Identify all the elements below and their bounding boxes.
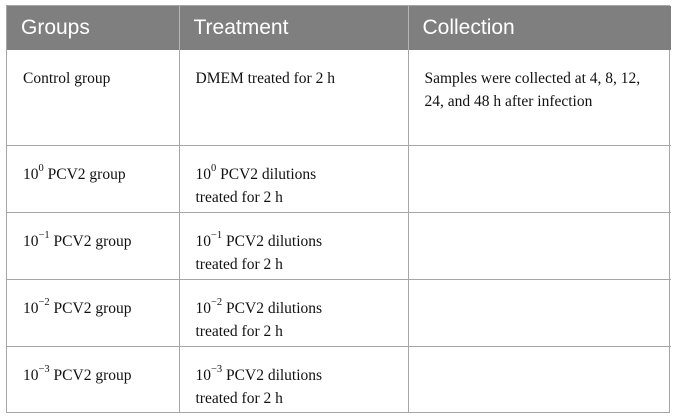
header-row: Groups Treatment Collection [7, 6, 671, 50]
treatment-rest: PCV2 dilutions [222, 232, 323, 250]
cell-group: Control group [23, 70, 111, 87]
group-rest: PCV2 group [49, 299, 132, 317]
cell-collection [407, 144, 671, 212]
table-header: Groups Treatment Collection [7, 6, 671, 50]
cell-treatment: DMEM treated for 2 h [178, 50, 408, 145]
table-row-control: Control group DMEM treated for 2 h Sampl… [7, 50, 671, 145]
treatment-line2: treated for 2 h [195, 255, 283, 273]
header-groups: Groups [7, 6, 179, 50]
cell-group: 10−3 PCV2 group [7, 345, 179, 413]
treatment-rest: PCV2 dilutions [216, 165, 317, 183]
table-row-pcv2-1e0: 100 PCV2 group 100 PCV2 dilutions treated… [7, 144, 671, 212]
table-body: Control group DMEM treated for 2 h Sampl… [7, 50, 671, 413]
table-row-pcv2-1e-2: 10−2 PCV2 group 10−2 PCV2 dilutions treat… [7, 278, 671, 346]
cell-group: 10−2 PCV2 group [7, 278, 179, 346]
header-treatment: Treatment [178, 6, 408, 50]
treatment-base: 10 [195, 232, 212, 250]
header-collection: Collection [407, 6, 671, 50]
treatment-exponent: −2 [211, 297, 223, 309]
cell-collection [407, 211, 671, 279]
treatment-line2: treated for 2 h [195, 389, 283, 407]
cell-collection: Samples were collected at 4, 8, 12, 24, … [407, 50, 671, 145]
cell-group: 100 PCV2 group [7, 144, 179, 212]
cell-treatment: 10−2 PCV2 dilutions treated for 2 h [178, 278, 408, 346]
treatment-rest: PCV2 dilutions [222, 299, 323, 317]
group-rest: PCV2 group [43, 165, 126, 183]
groups-table-grid: Groups Treatment Collection Control grou… [7, 6, 671, 413]
treatment-exponent: −1 [211, 230, 223, 242]
treatment-base: 10 [195, 165, 212, 183]
group-base: 10 [23, 232, 39, 250]
cell-treatment: 100 PCV2 dilutions treated for 2 h [178, 144, 408, 212]
treatment-exponent: 0 [211, 163, 217, 175]
groups-table: Groups Treatment Collection Control grou… [6, 5, 671, 413]
group-base: 10 [23, 299, 39, 317]
treatment-line2: treated for 2 h [195, 188, 283, 206]
group-base: 10 [23, 366, 39, 384]
group-rest: PCV2 group [49, 366, 132, 384]
treatment-line2: treated for 2 h [195, 322, 283, 340]
cell-treatment: 10−1 PCV2 dilutions treated for 2 h [178, 211, 408, 279]
cell-collection [407, 278, 671, 346]
group-exponent: −2 [38, 297, 50, 309]
cell-collection [407, 345, 671, 413]
group-base: 10 [23, 165, 39, 183]
table-row-pcv2-1e-1: 10−1 PCV2 group 10−1 PCV2 dilutions treat… [7, 211, 671, 279]
group-exponent: −3 [38, 364, 50, 376]
treatment-exponent: −3 [211, 364, 223, 376]
cell-group: 10−1 PCV2 group [7, 211, 179, 279]
group-exponent: −1 [38, 230, 50, 242]
group-exponent: 0 [38, 163, 44, 175]
cell-treatment: 10−3 PCV2 dilutions treated for 2 h [178, 345, 408, 413]
treatment-rest: PCV2 dilutions [222, 366, 323, 384]
group-rest: PCV2 group [49, 232, 132, 250]
treatment-base: 10 [195, 366, 212, 384]
table-row-pcv2-1e-3: 10−3 PCV2 group 10−3 PCV2 dilutions treat… [7, 345, 671, 413]
treatment-base: 10 [195, 299, 212, 317]
